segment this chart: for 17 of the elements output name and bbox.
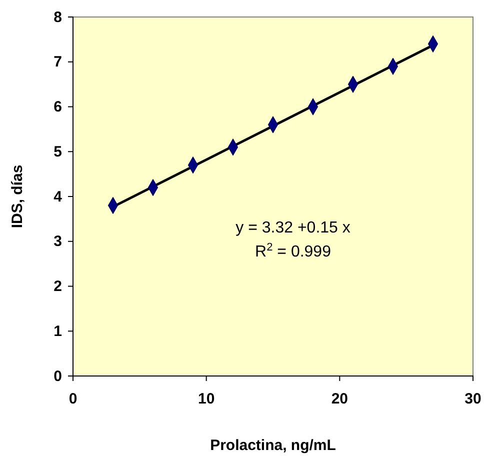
x-tick-label: 10	[198, 390, 215, 408]
y-tick-label: 4	[54, 188, 63, 206]
y-tick-label: 8	[54, 8, 62, 26]
y-tick-label: 3	[54, 233, 62, 250]
annotation: y = 3.32 +0.15 x	[236, 219, 350, 236]
y-tick-label: 2	[54, 278, 62, 296]
y-tick-label: 0	[54, 368, 62, 385]
y-tick-label: 6	[54, 98, 62, 116]
annotation: R$^{2}$ = 0.999	[255, 241, 332, 260]
x-axis-title: Prolactina, ng/mL	[210, 437, 336, 454]
x-tick-label: 30	[464, 390, 482, 408]
y-axis-title: IDS, días	[9, 164, 26, 228]
x-tick-label: 0	[68, 390, 78, 408]
y-tick-label: 7	[54, 54, 62, 71]
y-tick-label: 5	[54, 143, 62, 160]
x-tick-label: 20	[331, 390, 348, 408]
y-tick-label: 1	[54, 322, 62, 340]
